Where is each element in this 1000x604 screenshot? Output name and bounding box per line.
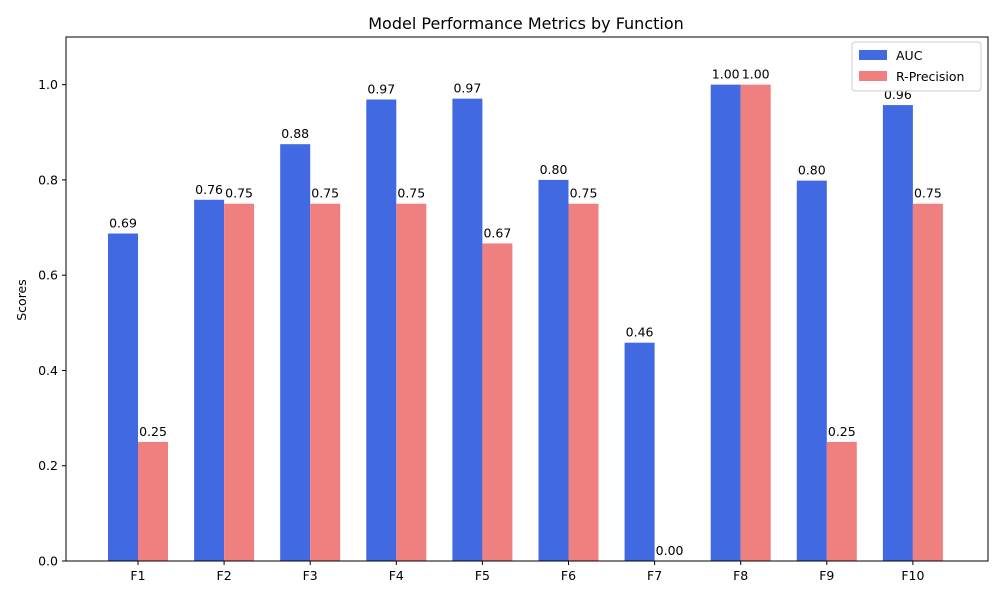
data-label-r-precision-f5: 0.67 xyxy=(483,225,511,240)
bar-r-precision-f10 xyxy=(912,203,943,561)
x-axis: F1 F2 F3 F4 F5 F6 F7 F8 F9 F10 xyxy=(130,561,924,583)
data-label-r-precision-f8: 1.00 xyxy=(742,67,770,82)
chart-title: Model Performance Metrics by Function xyxy=(368,14,684,33)
data-label-auc-f7: 0.46 xyxy=(626,325,654,340)
bar-r-precision-f4 xyxy=(396,203,427,561)
data-label-auc-f6: 0.80 xyxy=(540,162,568,177)
x-tick-label-f9: F9 xyxy=(819,568,834,583)
data-label-auc-f8: 1.00 xyxy=(712,67,740,82)
y-axis-label: Scores xyxy=(14,279,29,321)
y-axis: 0.0 0.2 0.4 0.6 0.8 1.0 xyxy=(38,77,66,569)
data-label-r-precision-f9: 0.25 xyxy=(828,424,856,439)
x-tick-label-f3: F3 xyxy=(303,568,318,583)
data-label-r-precision-f7: 0.00 xyxy=(656,543,684,558)
bar-r-precision-f9 xyxy=(826,441,857,561)
bar-auc-f5 xyxy=(452,98,483,562)
x-tick-label-f5: F5 xyxy=(475,568,490,583)
bar-r-precision-f1 xyxy=(138,441,168,561)
x-tick-label-f7: F7 xyxy=(647,568,662,583)
data-label-r-precision-f2: 0.75 xyxy=(225,186,253,201)
y-tick-label: 0.8 xyxy=(38,172,58,187)
bar-auc-f2 xyxy=(194,199,225,562)
data-label-auc-f3: 0.88 xyxy=(281,126,309,141)
data-label-r-precision-f6: 0.75 xyxy=(570,186,598,201)
bar-r-precision-f8 xyxy=(740,84,771,562)
y-tick-label: 0.0 xyxy=(38,554,58,569)
legend-label-r-precision: R-Precision xyxy=(896,69,964,84)
data-label-auc-f4: 0.97 xyxy=(367,81,395,96)
data-label-r-precision-f4: 0.75 xyxy=(397,186,425,201)
bar-auc-f6 xyxy=(538,179,569,561)
bar-auc-f9 xyxy=(796,180,827,561)
x-tick-label-f6: F6 xyxy=(561,568,576,583)
legend: AUC R-Precision xyxy=(851,41,982,92)
bar-r-precision-f3 xyxy=(310,203,341,561)
y-tick-label: 0.2 xyxy=(38,458,58,473)
bar-r-precision-f5 xyxy=(482,243,513,561)
legend-swatch-r-precision xyxy=(859,71,887,81)
bar-auc-f8 xyxy=(710,84,741,562)
data-label-auc-f2: 0.76 xyxy=(195,182,223,197)
x-tick-label-f4: F4 xyxy=(389,568,404,583)
x-tick-label-f1: F1 xyxy=(130,568,145,583)
y-tick-label: 0.4 xyxy=(38,363,58,378)
legend-label-auc: AUC xyxy=(896,48,923,63)
data-label-r-precision-f10: 0.75 xyxy=(914,186,942,201)
bars-layer xyxy=(108,84,943,562)
bar-auc-f7 xyxy=(624,342,655,561)
x-tick-label-f2: F2 xyxy=(217,568,232,583)
y-tick-label: 1.0 xyxy=(38,77,58,92)
bar-auc-f4 xyxy=(366,99,397,562)
data-label-auc-f9: 0.80 xyxy=(798,163,826,178)
legend-swatch-auc xyxy=(859,50,887,60)
bar-r-precision-f2 xyxy=(224,203,255,561)
bar-auc-f1 xyxy=(108,233,138,561)
y-tick-label: 0.6 xyxy=(38,268,58,283)
data-label-r-precision-f1: 0.25 xyxy=(139,424,167,439)
x-tick-label-f8: F8 xyxy=(733,568,748,583)
x-tick-label-f10: F10 xyxy=(901,568,924,583)
data-label-auc-f5: 0.97 xyxy=(453,81,481,96)
bar-r-precision-f6 xyxy=(568,203,599,561)
data-labels-layer: 0.690.760.880.97 0.970.800.461.000.800.96… xyxy=(109,67,942,558)
plot-frame xyxy=(65,36,989,562)
data-label-r-precision-f3: 0.75 xyxy=(311,186,339,201)
bar-auc-f10 xyxy=(882,105,913,562)
bar-auc-f3 xyxy=(280,144,311,561)
data-label-auc-f1: 0.69 xyxy=(109,216,137,231)
